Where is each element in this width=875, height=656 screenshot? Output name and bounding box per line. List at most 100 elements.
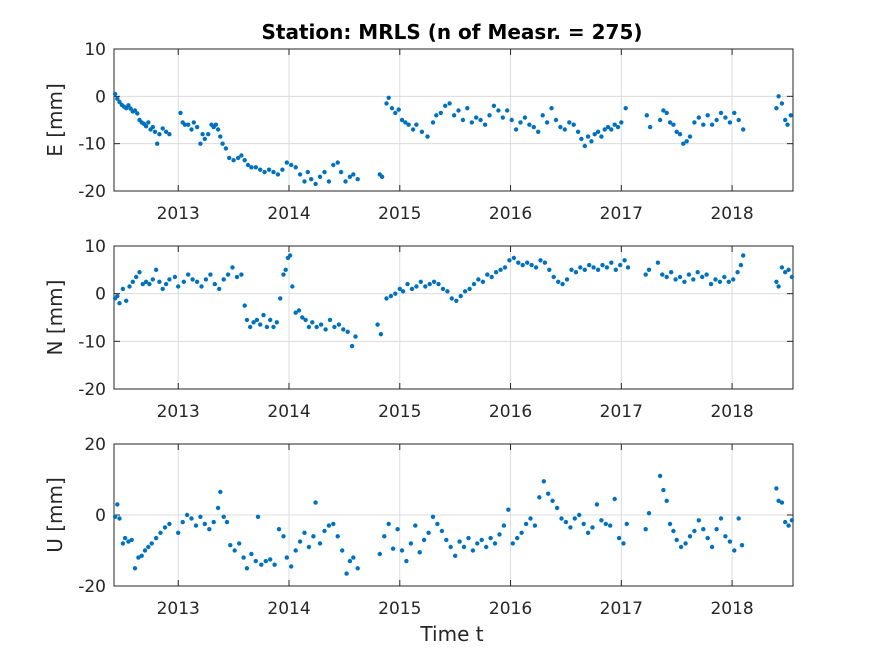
data-point — [732, 110, 737, 116]
data-point — [458, 293, 463, 299]
data-point — [789, 518, 795, 523]
data-point — [242, 303, 247, 308]
data-point — [351, 555, 356, 560]
data-point — [228, 543, 233, 548]
data-point — [732, 548, 737, 553]
data-point — [190, 277, 195, 282]
data-point — [143, 124, 149, 129]
data-point — [595, 267, 601, 272]
data-point — [202, 136, 207, 142]
y-tick-label: -20 — [78, 380, 106, 400]
data-point — [644, 113, 649, 118]
data-point — [172, 274, 178, 280]
data-point — [603, 521, 608, 527]
data-point — [564, 277, 570, 282]
data-point — [180, 519, 185, 525]
data-point — [126, 103, 131, 108]
x-tick-label: 2015 — [378, 402, 421, 422]
data-point — [714, 527, 719, 532]
data-point — [230, 265, 235, 270]
subplot-1: 2013 2014 2015 2016 2017 2018 10 0 -10 -20 E [mm] — [43, 40, 794, 224]
data-point — [182, 122, 188, 127]
data-point — [779, 101, 785, 106]
data-point — [582, 143, 587, 149]
data-point — [417, 550, 422, 555]
data-point — [581, 521, 586, 527]
data-point — [599, 134, 604, 139]
data-point — [786, 523, 791, 528]
data-point — [297, 539, 303, 544]
data-point — [479, 537, 484, 543]
data-point — [221, 514, 226, 519]
data-point — [258, 167, 263, 172]
y-tick-label: -20 — [78, 577, 106, 597]
data-point — [317, 174, 323, 179]
data-point — [523, 521, 529, 527]
data-point — [117, 516, 122, 521]
y-tick-label: 0 — [95, 506, 106, 526]
data-point — [305, 169, 310, 175]
data-point — [669, 270, 674, 275]
data-point — [112, 514, 118, 519]
data-point — [134, 274, 139, 280]
data-point — [184, 512, 190, 518]
data-point — [409, 286, 415, 292]
data-point — [306, 544, 312, 550]
data-point — [186, 272, 191, 277]
data-point — [430, 120, 436, 125]
data-point — [726, 279, 731, 284]
data-point — [167, 277, 172, 282]
data-point — [497, 532, 502, 537]
data-point — [467, 286, 472, 292]
data-point — [704, 272, 709, 277]
data-point — [326, 179, 332, 184]
data-point — [347, 174, 353, 179]
x-tick-label: 2013 — [157, 402, 200, 422]
data-point — [220, 141, 225, 146]
axes-box — [113, 48, 794, 192]
data-point — [281, 272, 286, 277]
data-point — [259, 562, 264, 567]
data-point — [194, 279, 200, 284]
data-point — [158, 530, 163, 535]
data-point — [529, 262, 534, 268]
data-point — [139, 553, 144, 558]
data-point — [239, 153, 244, 158]
data-point — [322, 528, 327, 534]
data-point — [115, 502, 120, 507]
data-point — [167, 521, 172, 527]
data-point — [322, 169, 327, 175]
y-axis-label: U [mm] — [43, 477, 67, 553]
data-point — [560, 281, 565, 287]
data-point — [618, 262, 623, 268]
data-point — [142, 548, 148, 553]
y-axis-label: E [mm] — [43, 83, 67, 157]
data-point — [613, 267, 618, 272]
data-point — [278, 296, 283, 301]
data-point — [132, 566, 138, 571]
data-point — [232, 548, 237, 553]
data-point — [718, 110, 724, 116]
data-point — [281, 534, 286, 539]
data-point — [568, 525, 573, 530]
data-point — [258, 322, 263, 327]
data-point — [709, 122, 715, 127]
data-point — [788, 113, 793, 118]
data-point — [692, 120, 697, 125]
data-point — [160, 286, 165, 292]
data-point — [215, 127, 221, 132]
data-point — [550, 498, 555, 503]
data-point — [162, 525, 168, 530]
data-point — [340, 548, 345, 553]
data-point — [476, 277, 481, 282]
data-point — [684, 139, 689, 144]
data-point — [783, 519, 788, 525]
data-point — [297, 172, 303, 177]
data-point — [126, 539, 131, 544]
data-point — [218, 489, 223, 495]
data-point — [587, 262, 592, 268]
data-point — [602, 127, 607, 132]
data-point — [419, 129, 425, 134]
data-point — [410, 127, 416, 132]
